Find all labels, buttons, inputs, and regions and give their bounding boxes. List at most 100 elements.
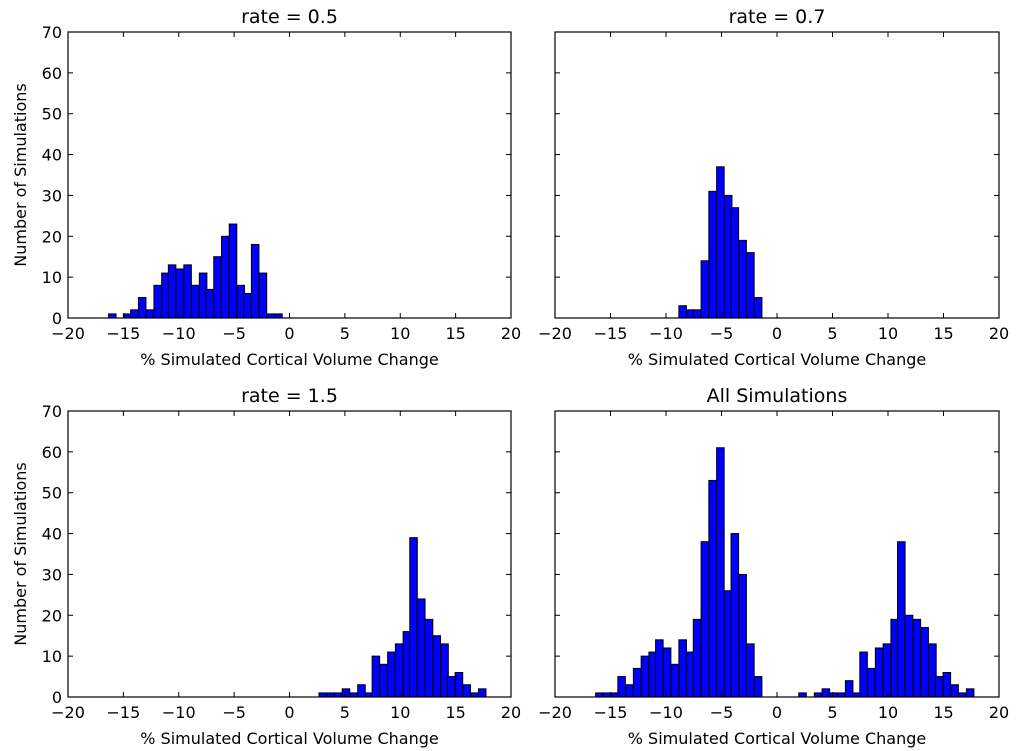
y-tick-label: 10 bbox=[42, 268, 62, 287]
x-axis-label: % Simulated Cortical Volume Change bbox=[140, 729, 438, 748]
histogram-bar bbox=[950, 684, 959, 698]
histogram-bar bbox=[738, 573, 747, 698]
y-tick-label: 50 bbox=[42, 105, 62, 124]
histogram-bar bbox=[108, 313, 117, 319]
plot-frame bbox=[554, 31, 1000, 319]
histogram-bar bbox=[738, 239, 747, 319]
histogram-bar bbox=[205, 288, 215, 319]
histogram-bar bbox=[837, 692, 846, 698]
y-tick-label: 70 bbox=[42, 402, 62, 421]
histogram-bar bbox=[882, 643, 892, 698]
x-axis: −20 −15 −10 −5 0 5 10 15 20 bbox=[51, 411, 521, 722]
y-axis: 0 10 20 30 40 50 60 70 bbox=[42, 23, 511, 328]
histogram-bar bbox=[920, 627, 929, 698]
x-tick-label: −15 bbox=[106, 324, 140, 343]
histogram-bar bbox=[462, 684, 471, 698]
histogram-bar bbox=[625, 684, 634, 698]
x-tick-label: −5 bbox=[710, 703, 734, 722]
histogram-bar bbox=[942, 671, 952, 698]
x-tick-label: −10 bbox=[649, 324, 683, 343]
histogram-bar bbox=[700, 260, 710, 319]
histogram-bar bbox=[798, 692, 807, 698]
histogram-bar bbox=[341, 688, 351, 698]
histogram-bar bbox=[692, 309, 702, 319]
histogram-bar bbox=[965, 688, 975, 698]
x-tick-label: 20 bbox=[501, 703, 521, 722]
histogram-bar bbox=[632, 667, 642, 698]
histogram-bar bbox=[145, 309, 155, 319]
x-tick-label: −15 bbox=[594, 324, 628, 343]
histogram-bar bbox=[243, 292, 252, 319]
histogram-bar bbox=[897, 541, 906, 698]
x-tick-label: 15 bbox=[445, 324, 465, 343]
y-axis-label: Number of Simulations bbox=[11, 462, 30, 645]
y-tick-label: 70 bbox=[42, 23, 62, 42]
x-tick-label: −20 bbox=[51, 703, 85, 722]
y-tick-label: 40 bbox=[42, 146, 62, 165]
histogram-bar bbox=[175, 268, 185, 319]
histogram-bar bbox=[213, 256, 222, 319]
panel-rate-1-5: −20 −15 −10 −5 0 5 10 15 20 0 10 20 30 40 50 60 70 rate =… bbox=[11, 385, 521, 748]
y-axis bbox=[555, 31, 999, 319]
histogram-bar bbox=[678, 639, 687, 698]
x-tick-label: 10 bbox=[878, 324, 898, 343]
x-tick-label: 5 bbox=[340, 703, 350, 722]
x-tick-label: 0 bbox=[284, 324, 294, 343]
y-tick-label: 20 bbox=[42, 227, 62, 246]
x-tick-label: 15 bbox=[933, 324, 953, 343]
y-tick-label: 30 bbox=[42, 186, 62, 205]
histogram-bar bbox=[662, 647, 672, 698]
x-tick-label: 20 bbox=[501, 324, 521, 343]
y-tick-label: 0 bbox=[52, 309, 62, 328]
panel-title: rate = 0.7 bbox=[729, 6, 826, 28]
histogram-bar bbox=[874, 647, 884, 698]
histogram-bar bbox=[432, 635, 442, 698]
histogram-bar bbox=[602, 692, 612, 698]
bars bbox=[595, 447, 975, 698]
x-tick-label: −20 bbox=[51, 324, 85, 343]
x-tick-label: 5 bbox=[827, 324, 837, 343]
histogram-bar bbox=[678, 305, 687, 319]
histogram-bar bbox=[349, 692, 359, 698]
x-tick-label: 10 bbox=[390, 703, 410, 722]
histogram-bar bbox=[387, 651, 396, 698]
x-axis: −20 −15 −10 −5 0 5 10 15 20 bbox=[538, 411, 1009, 722]
histogram-bar bbox=[655, 639, 664, 698]
histogram-bar bbox=[912, 618, 922, 698]
histogram-bar bbox=[640, 655, 650, 698]
histogram-bar bbox=[266, 313, 275, 319]
histogram-bar bbox=[716, 447, 725, 698]
x-tick-label: 0 bbox=[772, 324, 782, 343]
histogram-bar bbox=[167, 264, 177, 319]
histogram-bar bbox=[130, 309, 139, 319]
histogram-bar bbox=[934, 676, 944, 698]
histogram-bar bbox=[708, 479, 717, 698]
histogram-bar bbox=[867, 667, 876, 698]
histogram-bar bbox=[692, 618, 702, 698]
y-tick-label: 50 bbox=[42, 484, 62, 503]
y-axis bbox=[555, 410, 999, 698]
histogram-bar bbox=[730, 533, 740, 698]
x-tick-label: 10 bbox=[878, 703, 898, 722]
histogram-bar bbox=[221, 235, 230, 319]
x-tick-label: 0 bbox=[772, 703, 782, 722]
histogram-bar bbox=[730, 207, 740, 319]
histogram-bar bbox=[379, 663, 388, 698]
histogram-bar bbox=[454, 671, 464, 698]
x-tick-label: −15 bbox=[594, 703, 628, 722]
x-tick-label: −20 bbox=[538, 324, 572, 343]
histogram-bar bbox=[700, 541, 710, 698]
panel-rate-0-7: −20 −15 −10 −5 0 5 10 15 20 rate = 0.7 % Simulated… bbox=[538, 6, 1009, 369]
histogram-bar bbox=[595, 692, 604, 698]
histogram-bar bbox=[821, 688, 831, 698]
histogram-bar bbox=[137, 297, 147, 319]
histogram-bar bbox=[746, 643, 755, 698]
histogram-bar bbox=[394, 643, 404, 698]
histogram-bar bbox=[829, 692, 838, 698]
histogram-bar bbox=[708, 190, 717, 319]
bars bbox=[318, 537, 487, 698]
histogram-bar bbox=[417, 598, 426, 698]
histogram-bar bbox=[617, 676, 626, 698]
histogram-bar bbox=[191, 284, 200, 319]
histogram-bar bbox=[424, 618, 434, 698]
